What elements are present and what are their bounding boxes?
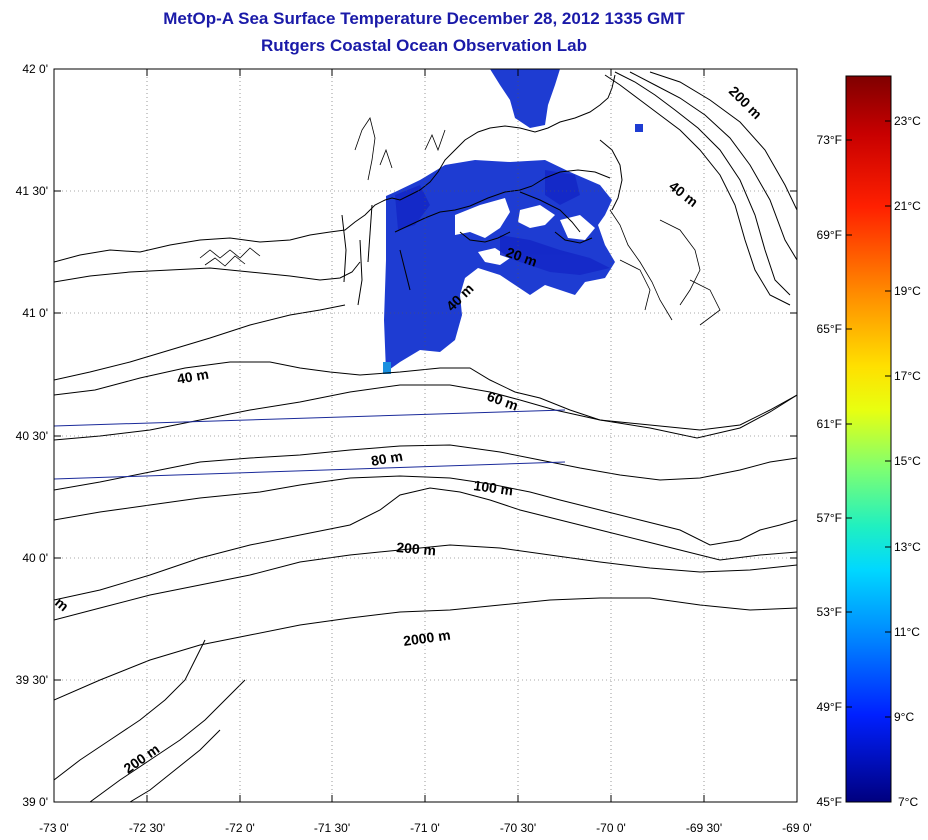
sst-warm-pixel	[383, 362, 391, 374]
colorbar-f-label: 73°F	[817, 133, 842, 147]
colorbar-c-label: 9°C	[894, 710, 914, 724]
lat-label: 40 0'	[22, 551, 48, 565]
sst-dark-patches	[395, 170, 610, 275]
lat-label: 41 0'	[22, 306, 48, 320]
colorbar-f-label: 53°F	[817, 605, 842, 619]
lon-label: -71 30'	[314, 821, 350, 835]
lat-tick-labels: 42 0' 41 30' 41 0' 40 30' 40 0' 39 30' 3…	[16, 62, 48, 809]
colorbar-c-label: 19°C	[894, 284, 921, 298]
colorbar-ticks	[846, 120, 891, 718]
sst-swath-gaps	[455, 198, 595, 265]
map-body: 200 m 40 m 20 m 40 m 40 m 60 m 80 m 100 …	[54, 69, 797, 802]
lon-label: -72 30'	[129, 821, 165, 835]
lon-label: -70 0'	[596, 821, 626, 835]
sst-swath	[384, 69, 643, 372]
colorbar-c-label: 11°C	[894, 625, 920, 639]
map-subtitle: Rutgers Coastal Ocean Observation Lab	[261, 36, 587, 55]
lon-label: -70 30'	[500, 821, 536, 835]
lon-label: -69 30'	[686, 821, 722, 835]
lon-label: -73 0'	[39, 821, 69, 835]
swath-edges	[54, 409, 566, 480]
contour-label-40m-ne: 40 m	[666, 178, 701, 210]
contour-label-2000m: 2000 m	[402, 627, 451, 649]
colorbar-c-label: 21°C	[894, 199, 921, 213]
colorbar-f-label: 69°F	[817, 228, 842, 242]
lat-label: 39 0'	[22, 795, 48, 809]
colorbar-c-label: 23°C	[894, 114, 921, 128]
colorbar-c-label: 17°C	[894, 369, 921, 383]
colorbar-f-label: 45°F	[817, 795, 842, 809]
lat-label: 40 30'	[16, 429, 48, 443]
colorbar-f-label: 57°F	[817, 511, 842, 525]
colorbar	[845, 75, 892, 803]
coast-detail	[199, 117, 721, 326]
contour-label-200m-sw: 200 m	[121, 741, 163, 777]
colorbar-f-labels: 73°F 69°F 65°F 61°F 57°F 53°F 49°F 45°F	[817, 133, 842, 809]
lon-label: -71 0'	[410, 821, 440, 835]
colorbar-c-label: 15°C	[894, 454, 921, 468]
lon-label: -69 0'	[782, 821, 812, 835]
lon-tick-labels: -73 0' -72 30' -72 0' -71 30' -71 0' -70…	[39, 821, 812, 835]
colorbar-c-label: 7°C	[898, 795, 918, 809]
colorbar-f-label: 49°F	[817, 700, 842, 714]
lat-label: 41 30'	[16, 184, 48, 198]
contour-label-200m-center: 200 m	[396, 539, 437, 558]
colorbar-f-label: 65°F	[817, 322, 842, 336]
frame-ticks	[54, 69, 797, 802]
colorbar-f-label: 61°F	[817, 417, 842, 431]
map-title: MetOp-A Sea Surface Temperature December…	[163, 9, 685, 28]
lon-label: -72 0'	[225, 821, 255, 835]
coastline	[54, 74, 623, 306]
contour-label-100m: 100 m	[473, 477, 515, 498]
colorbar-c-labels: 23°C 21°C 19°C 17°C 15°C 13°C 11°C 9°C 7…	[894, 114, 921, 809]
contour-label-40m-west: 40 m	[176, 366, 210, 387]
colorbar-c-label: 13°C	[894, 540, 921, 554]
lat-label: 39 30'	[16, 673, 48, 687]
contour-label-80m: 80 m	[370, 448, 404, 469]
lat-label: 42 0'	[22, 62, 48, 76]
